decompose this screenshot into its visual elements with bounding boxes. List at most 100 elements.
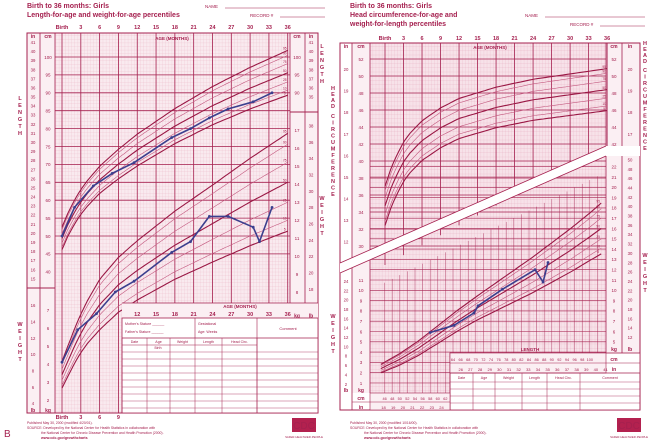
weight-side-label-right-letter: W: [319, 196, 325, 202]
comment-header: Comment: [279, 326, 297, 331]
length-for-age-label-p50: 50: [283, 69, 287, 73]
wfl-weight-side-label-right-letter: I: [644, 267, 646, 273]
right-lb-tick: 24: [309, 238, 314, 243]
weight-for-length-p5: [380, 253, 602, 374]
circumference-side-label-right-letter: E: [643, 114, 647, 120]
wfl-kg-tick-right: 15: [611, 237, 617, 242]
wfl-kg-tick-right: 18: [611, 206, 617, 211]
wfl-lb-tick-left: 24: [344, 279, 349, 284]
weight-for-length-label-p50: 50: [596, 225, 600, 229]
weight-side-label-right-letter: G: [320, 217, 324, 223]
length-cm-tick: 88: [542, 358, 546, 362]
circumference-side-label-right-letter: N: [643, 133, 647, 139]
left-unit-cm: cm: [44, 34, 52, 40]
left-lb-tick: 12: [31, 336, 36, 341]
right-subtitle: Head circumference-for-age and: [350, 12, 457, 19]
low-length-cm-tick: 52: [405, 397, 409, 401]
left-lb-tick: 14: [31, 319, 36, 324]
weight-side-label-left-letter: H: [18, 350, 22, 356]
weight-for-length-plot-point: [452, 323, 456, 327]
left-in-tick: 40: [31, 49, 36, 54]
length-cm-tick: 74: [489, 358, 493, 362]
right-cm-tick: 100: [293, 55, 301, 60]
left-cdc-logo-text: CDC: [293, 421, 315, 432]
left-cm-tick: 80: [45, 126, 51, 131]
left-cm-tick: 70: [45, 162, 51, 167]
wfl-kg-tick-right: 20: [611, 185, 617, 190]
left-footer-published: Published May 30, 2000 (modified 4/20/01…: [27, 421, 93, 425]
length-in-tick: 31: [507, 367, 512, 372]
right-lb-tick: 28: [309, 205, 314, 210]
wfl-kg-tick-left: 9: [360, 298, 363, 303]
wfl-lb-tick-right: 50: [628, 157, 633, 162]
left-unit-lb: lb: [31, 408, 35, 414]
length-in-tick: 40: [594, 367, 599, 372]
length-in-tick: 38: [574, 367, 579, 372]
head-circumference-for-age-p95: [384, 68, 608, 187]
left-in-tick: 19: [31, 240, 36, 245]
wfl-kg-tick-left: 11: [359, 278, 364, 283]
left-age-tick: 18: [172, 25, 178, 31]
length-in-tick: 28: [478, 367, 483, 372]
weight-for-age-plot-point: [270, 206, 274, 209]
table-col-age: Age: [155, 340, 161, 344]
left-unit-kg: kg: [45, 408, 51, 414]
length-for-age-p25: [61, 81, 288, 244]
wfl-kg-tick-right: 12: [611, 268, 617, 273]
weight-for-length-plot-point: [428, 331, 432, 334]
length-in-tick: 30: [497, 367, 502, 372]
low-length-unit-cm: cm: [357, 396, 365, 402]
left-unit-in: in: [31, 34, 35, 40]
length-in-tick: 35: [545, 367, 550, 372]
wfl-kg-tick-right: 11: [612, 278, 617, 283]
left-in-tick: 37: [31, 76, 36, 81]
length-for-age-plot-point: [207, 116, 211, 120]
right-footer-published: Published May 30, 2000 (modified 10/16/0…: [350, 421, 418, 425]
length-cm-tick: 76: [496, 358, 500, 362]
wfl-lb-tick-left: 22: [344, 288, 349, 293]
circumference-side-label-left-letter: C: [331, 186, 335, 192]
left-age-tick: 36: [285, 25, 291, 31]
weight-side-label-left-letter: W: [17, 322, 23, 328]
wfl-lb-tick-left: 18: [344, 307, 349, 312]
right-cdc-tagline: SAFER·HEALTHIER·PEOPLE: [610, 435, 648, 439]
length-axis-label: LENGTH: [521, 347, 540, 352]
circumference-side-label-left-letter: N: [331, 179, 335, 185]
wfl-kg-tick-right: 14: [611, 247, 617, 252]
low-length-cm-tick: 62: [443, 397, 447, 401]
left-cm-tick: 100: [44, 55, 52, 60]
wfl-kg-tick-left: 3: [360, 360, 363, 365]
right-table-col-weight: Weight: [503, 376, 514, 380]
wfl-lb-tick-right: 38: [628, 214, 633, 219]
table-col-length: Length: [203, 340, 214, 344]
wfl-lb-tick-left: 16: [344, 316, 349, 321]
weight-for-age-p10: [61, 219, 288, 386]
head-cm-tick: 38: [358, 176, 364, 181]
left-in-tick: 26: [31, 176, 36, 181]
wfl-unit-kg-r: kg: [611, 347, 617, 353]
left-in-tick: 16: [31, 267, 36, 272]
length-for-age-plot-point: [226, 107, 230, 111]
wfl-lb-tick-left: 14: [344, 326, 349, 331]
wfl-kg-tick-right: 9: [613, 298, 616, 303]
length-side-label-left-letter: E: [18, 103, 22, 109]
wfl-kg-tick-right: 22: [611, 165, 617, 170]
length-cm-tick: 94: [565, 358, 569, 362]
wfl-kg-tick-left: 5: [360, 340, 363, 345]
left-lower-age-tick: 18: [172, 312, 178, 318]
length-cm-tick: 84: [527, 358, 531, 362]
left-in-tick: 18: [31, 249, 36, 254]
wfl-lb-tick-right: 48: [628, 167, 633, 172]
left-in-tick: 36: [31, 85, 36, 90]
weight-for-age-p50: [61, 181, 288, 376]
weight-side-label-right-letter: E: [320, 203, 324, 209]
circumference-side-label-right-letter: E: [643, 127, 647, 133]
head-side-label-right-letter: D: [643, 59, 647, 65]
head-circumference-for-age-p25: [384, 97, 608, 215]
weight-for-age-label-p90: 90: [283, 140, 287, 144]
wfl-weight-side-label-left-letter: H: [331, 342, 335, 348]
